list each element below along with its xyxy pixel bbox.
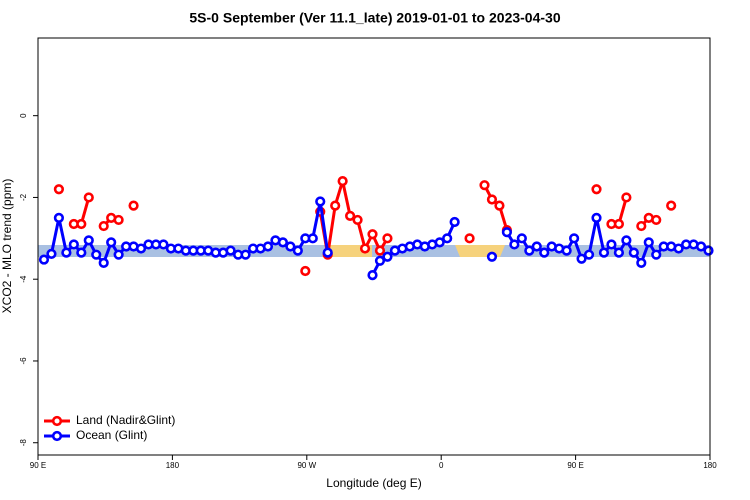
legend-marker <box>51 430 63 442</box>
data-point <box>322 247 333 258</box>
data-point <box>598 247 610 258</box>
data-point <box>464 233 475 244</box>
data-point <box>449 216 460 228</box>
data-point <box>583 249 595 260</box>
data-point <box>442 233 453 244</box>
y-tick-label: -2 <box>19 193 28 201</box>
data-point <box>695 241 707 252</box>
data-point <box>352 214 363 226</box>
data-point <box>367 270 378 281</box>
data-point <box>628 247 639 258</box>
data-point <box>524 245 535 256</box>
data-point <box>83 192 94 203</box>
data-point <box>135 243 147 254</box>
data-point <box>53 212 65 223</box>
x-axis-label: Longitude (deg E) <box>326 476 421 490</box>
data-point <box>292 245 303 256</box>
data-point <box>591 212 602 223</box>
data-point <box>76 247 87 258</box>
data-point <box>501 227 513 238</box>
data-point <box>621 192 632 203</box>
data-point <box>673 243 684 254</box>
x-tick-label: 0 <box>439 461 444 470</box>
data-point <box>367 229 378 240</box>
data-point <box>225 245 236 256</box>
data-point <box>128 200 139 211</box>
data-point <box>83 235 94 246</box>
data-point <box>591 184 602 195</box>
data-point <box>651 249 662 260</box>
data-point <box>38 254 50 265</box>
data-point <box>486 251 498 262</box>
y-tick-label: -6 <box>19 357 28 365</box>
data-point <box>509 239 520 250</box>
chart-title: 5S-0 September (Ver 11.1_late) 2019-01-0… <box>189 10 560 26</box>
data-point <box>569 233 580 244</box>
data-point <box>106 237 117 248</box>
data-point <box>494 200 505 211</box>
data-point <box>337 175 348 187</box>
x-tick-label: 180 <box>703 461 717 470</box>
data-point <box>158 239 169 250</box>
data-point <box>277 237 289 248</box>
data-point <box>621 235 632 246</box>
data-point <box>576 253 587 264</box>
data-point <box>68 239 79 250</box>
data-point <box>382 233 393 244</box>
plot-area <box>38 175 714 281</box>
legend-label: Ocean (Glint) <box>76 428 147 442</box>
plot-frame <box>37 37 711 456</box>
x-tick-label: 180 <box>166 461 180 470</box>
data-point <box>345 210 356 221</box>
data-point <box>61 247 72 258</box>
data-point <box>330 200 341 211</box>
legend-label: Land (Nadir&Glint) <box>76 413 175 427</box>
data-point <box>636 220 647 232</box>
x-tick-label: 90 W <box>297 461 316 470</box>
data-point <box>300 265 311 277</box>
data-point <box>46 248 57 259</box>
data-point <box>651 214 662 226</box>
data-point <box>315 196 326 207</box>
data-point <box>76 218 87 230</box>
data-point <box>613 247 625 258</box>
data-point <box>539 247 550 258</box>
data-point <box>531 241 542 252</box>
data-point <box>113 249 124 260</box>
x-tick-label: 90 E <box>30 461 46 470</box>
data-point <box>643 237 654 248</box>
data-point <box>374 245 386 256</box>
data-point <box>703 245 714 256</box>
data-point <box>374 255 386 266</box>
data-point <box>666 200 677 211</box>
x-tick-label: 90 E <box>567 461 583 470</box>
y-tick-label: 0 <box>19 113 28 118</box>
data-point <box>53 184 65 195</box>
data-point <box>613 218 625 230</box>
data-point <box>434 237 445 248</box>
data-point <box>98 257 109 268</box>
data-point <box>113 214 124 226</box>
data-point <box>479 180 490 191</box>
y-tick-label: -8 <box>19 439 28 447</box>
data-point <box>516 233 527 244</box>
legend-marker <box>51 415 63 427</box>
data-point <box>606 239 617 250</box>
data-point <box>262 241 274 252</box>
data-point <box>98 220 109 232</box>
y-axis-label: XCO2 - MLO trend (ppm) <box>0 179 14 314</box>
data-point <box>359 243 371 254</box>
data-point <box>91 249 102 260</box>
y-tick-label: -4 <box>19 275 28 283</box>
data-point <box>561 245 572 256</box>
data-point <box>382 251 393 262</box>
data-point <box>307 233 318 244</box>
data-point <box>285 241 296 252</box>
data-point <box>486 194 498 205</box>
data-point <box>636 257 647 268</box>
background-band-segment <box>455 245 505 257</box>
data-point <box>240 249 251 260</box>
